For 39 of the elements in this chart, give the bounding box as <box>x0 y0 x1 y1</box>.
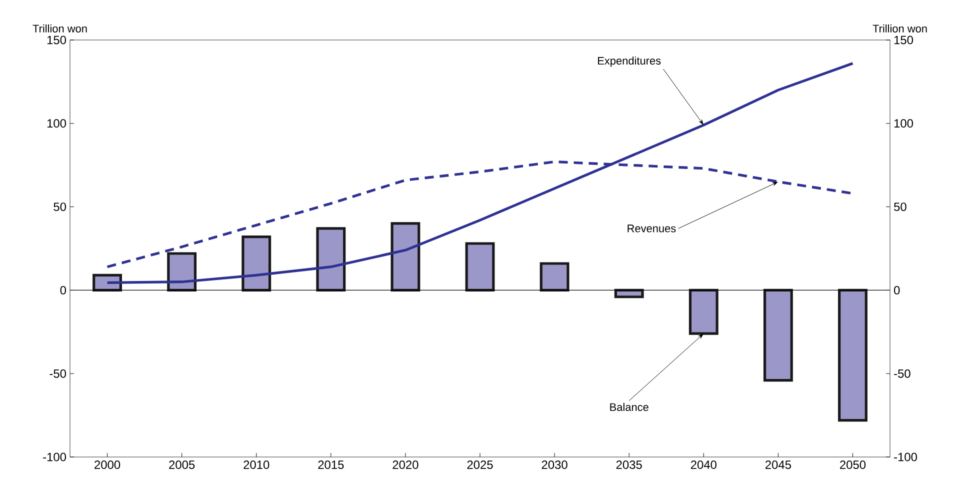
x-tick-label: 2000 <box>94 460 120 469</box>
y2-tick-label: 100 <box>894 119 914 128</box>
x-tick-label: 2010 <box>244 460 270 469</box>
x-tick-label: 2005 <box>169 460 195 469</box>
y2-tick-label: 50 <box>894 202 906 212</box>
y-tick-label: -50 <box>50 369 66 378</box>
annotation: Expenditures <box>598 56 661 67</box>
y-tick-label: -100 <box>43 452 66 462</box>
bar <box>540 262 570 292</box>
y-tick-label: 100 <box>47 119 66 128</box>
bar <box>242 236 272 292</box>
x-tick-label: 2050 <box>840 460 866 469</box>
bar <box>167 252 197 292</box>
y2-tick-label: 0 <box>894 286 900 294</box>
y2-tick-label: -50 <box>894 369 910 378</box>
y-axis-title: Trillion won <box>32 24 87 32</box>
y2-tick-label: -100 <box>894 452 917 462</box>
y-tick-label: 50 <box>54 202 66 212</box>
x-tick-label: 2015 <box>318 460 344 469</box>
x-tick-label: 2035 <box>616 460 642 469</box>
y2-axis-title: Trillion won <box>872 24 927 32</box>
bar <box>465 242 495 292</box>
annotation: Revenues <box>628 224 676 232</box>
bar <box>390 222 420 292</box>
x-tick-label: 2025 <box>467 460 493 469</box>
y2-tick-label: 150 <box>894 36 914 44</box>
x-tick-label: 2045 <box>765 460 791 469</box>
x-tick-label: 2020 <box>392 460 418 469</box>
bar <box>614 288 644 298</box>
x-tick-label: 2030 <box>542 460 568 469</box>
x-tick-label: 2040 <box>690 460 716 469</box>
bar <box>688 288 718 335</box>
bar <box>763 288 793 382</box>
y-tick-label: 0 <box>60 286 66 294</box>
bar <box>316 227 346 292</box>
bar <box>92 274 122 292</box>
bar <box>838 288 868 422</box>
annotation: Balance <box>610 402 648 411</box>
y-tick-label: 150 <box>47 36 66 44</box>
